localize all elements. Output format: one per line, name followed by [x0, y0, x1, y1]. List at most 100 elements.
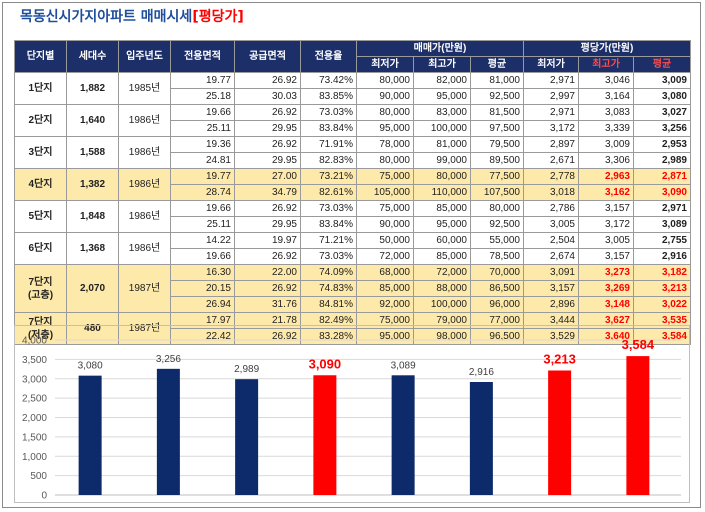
data-label: 3,256 [156, 354, 181, 365]
ratio-cell: 82.49% [300, 312, 357, 329]
supply-area-cell: 26.92 [234, 136, 301, 153]
header-pyeong-max: 최고가 [578, 56, 634, 73]
pyeong-avg-cell: 2,953 [633, 136, 691, 153]
header-year: 입주년도 [118, 40, 171, 73]
y-tick-label: 2,500 [22, 394, 47, 405]
bar [391, 375, 415, 495]
table-row: 7단지 (고층) 2,070 1987년 16.30 22.00 74.09% 68,000 7… [14, 264, 691, 313]
header-pyeong-min: 최저가 [523, 56, 579, 73]
complex-name: 7단지 (고층) [14, 264, 67, 313]
sale-max-cell: 83,000 [413, 104, 471, 121]
sale-min-cell: 72,000 [356, 248, 414, 265]
data-label: 3,584 [622, 337, 655, 352]
pyeong-min-cell: 2,897 [523, 136, 579, 153]
sale-max-cell: 88,000 [413, 280, 471, 297]
complex-name: 5단지 [14, 200, 67, 233]
exclusive-area-cell: 19.36 [170, 136, 235, 153]
ratio-cell: 74.09% [300, 264, 357, 281]
sale-max-cell: 81,000 [413, 136, 471, 153]
supply-area-cell: 26.92 [234, 104, 301, 121]
exclusive-area-cell: 19.77 [170, 168, 235, 185]
sale-max-cell: 110,000 [413, 184, 471, 201]
pyeong-min-cell: 3,018 [523, 184, 579, 201]
pyeong-min-cell: 2,997 [523, 88, 579, 105]
ratio-cell: 83.84% [300, 120, 357, 137]
pyeong-min-cell: 2,896 [523, 296, 579, 313]
pyeong-max-cell: 3,046 [578, 72, 634, 89]
sale-avg-cell: 97,500 [470, 120, 524, 137]
move-in-year: 1986년 [118, 104, 171, 137]
households-count: 2,070 [66, 264, 119, 313]
pyeong-avg-cell: 3,213 [633, 280, 691, 297]
exclusive-area-cell: 25.18 [170, 88, 235, 105]
sale-min-cell: 75,000 [356, 312, 414, 329]
data-label: 3,089 [391, 360, 416, 371]
pyeong-min-cell: 2,971 [523, 104, 579, 121]
bar [235, 379, 259, 495]
ratio-cell: 73.03% [300, 200, 357, 217]
sale-min-cell: 68,000 [356, 264, 414, 281]
header-households: 세대수 [66, 40, 119, 73]
table-row: 20.15 26.92 74.83% 85,000 88,000 86,500 3,157 3… [15, 280, 691, 297]
sale-avg-cell: 70,000 [470, 264, 524, 281]
sale-max-cell: 99,000 [413, 152, 471, 169]
ratio-cell: 83.85% [300, 88, 357, 105]
y-tick-label: 3,000 [22, 374, 47, 385]
supply-area-cell: 29.95 [234, 216, 301, 233]
sale-avg-cell: 96,000 [470, 296, 524, 313]
table-row: 5단지 1,848 1986년 19.66 26.92 73.03% 75,000 85,00… [14, 200, 691, 233]
complex-name-label: 5단지 [28, 211, 53, 222]
supply-area-cell: 30.03 [234, 88, 301, 105]
exclusive-area-cell: 28.74 [170, 184, 235, 201]
sale-min-cell: 80,000 [356, 104, 414, 121]
sale-avg-cell: 89,500 [470, 152, 524, 169]
sale-max-cell: 100,000 [413, 296, 471, 313]
move-in-year: 1985년 [118, 72, 171, 105]
pyeong-min-cell: 2,786 [523, 200, 579, 217]
pyeong-min-cell: 2,504 [523, 232, 579, 249]
ratio-cell: 84.81% [300, 296, 357, 313]
header-pyeong-group: 평당가(만원) [523, 40, 691, 57]
pyeong-min-cell: 2,778 [523, 168, 579, 185]
supply-area-cell: 22.00 [234, 264, 301, 281]
complex-name-label: 2단지 [28, 115, 53, 126]
y-tick-label: 500 [30, 471, 47, 482]
sale-min-cell: 105,000 [356, 184, 414, 201]
supply-area-cell: 34.79 [234, 184, 301, 201]
supply-area-cell: 26.92 [234, 200, 301, 217]
pyeong-min-cell: 2,674 [523, 248, 579, 265]
table-row: 7단지 (저층) 480 1987년 17.97 21.78 82.49% 75,000 79,… [14, 312, 691, 345]
sheet-frame [2, 2, 701, 508]
supply-area-cell: 26.92 [234, 248, 301, 265]
table-row: 28.74 34.79 82.61% 105,000 110,000 107,500 3,0… [15, 184, 691, 201]
pyeong-max-cell: 3,172 [578, 216, 634, 233]
pyeong-max-cell: 3,005 [578, 232, 634, 249]
complex-name: 6단지 [14, 232, 67, 265]
table-body: 1단지 1,882 1985년 19.77 26.92 73.42% 80,000 82,00… [14, 72, 691, 345]
sale-max-cell: 95,000 [413, 216, 471, 233]
ratio-cell: 73.42% [300, 72, 357, 89]
move-in-year: 1986년 [118, 232, 171, 265]
pyeong-max-cell: 3,157 [578, 248, 634, 265]
supply-area-cell: 26.92 [234, 280, 301, 297]
pyeong-max-cell: 3,269 [578, 280, 634, 297]
sale-min-cell: 75,000 [356, 200, 414, 217]
complex-name: 1단지 [14, 72, 67, 105]
supply-area-cell: 29.95 [234, 120, 301, 137]
bar-chart: 0 500 1,000 1,500 2,000 2,500 3,000 3,500 4,000 3… [14, 325, 690, 503]
pyeong-max-cell: 3,083 [578, 104, 634, 121]
move-in-year: 1986년 [118, 168, 171, 201]
header-sale-avg: 평균 [470, 56, 524, 73]
pyeong-avg-cell: 3,256 [633, 120, 691, 137]
exclusive-area-cell: 24.81 [170, 152, 235, 169]
bar [313, 375, 337, 495]
complex-name-label: 7단지 [28, 276, 53, 288]
header-exclusive-area: 전용면적 [170, 40, 235, 73]
bar [548, 370, 572, 495]
exclusive-area-cell: 25.11 [170, 216, 235, 233]
supply-area-cell: 27.00 [234, 168, 301, 185]
table-row: 25.11 29.95 83.84% 90,000 95,000 92,500 3,005 3… [15, 216, 691, 233]
exclusive-area-cell: 19.66 [170, 104, 235, 121]
households-count: 1,882 [66, 72, 119, 105]
sale-min-cell: 78,000 [356, 136, 414, 153]
